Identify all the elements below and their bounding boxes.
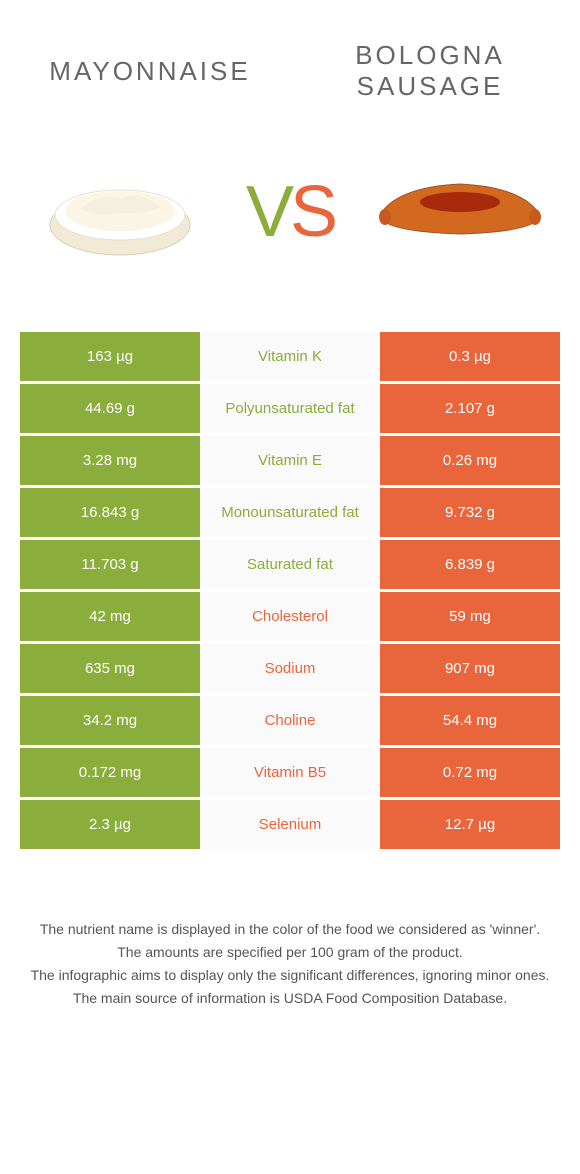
footer-line: The nutrient name is displayed in the co… <box>30 919 550 940</box>
table-row: 34.2 mgCholine54.4 mg <box>20 696 560 745</box>
value-right: 2.107 g <box>380 384 560 433</box>
value-right: 12.7 µg <box>380 800 560 849</box>
sausage-image <box>370 152 550 272</box>
table-row: 3.28 mgVitamin E0.26 mg <box>20 436 560 485</box>
nutrient-label: Saturated fat <box>200 540 380 589</box>
title-left: Mayonnaise <box>30 56 270 87</box>
mayonnaise-image <box>30 152 210 272</box>
images-row: VS <box>0 122 580 332</box>
nutrient-label: Vitamin E <box>200 436 380 485</box>
comparison-table: 163 µgVitamin K0.3 µg44.69 gPolyunsatura… <box>20 332 560 849</box>
table-row: 163 µgVitamin K0.3 µg <box>20 332 560 381</box>
value-right: 0.3 µg <box>380 332 560 381</box>
nutrient-label: Selenium <box>200 800 380 849</box>
vs-label: VS <box>246 171 334 253</box>
nutrient-label: Monounsaturated fat <box>200 488 380 537</box>
value-left: 44.69 g <box>20 384 200 433</box>
header: Mayonnaise Bologna sausage <box>0 0 580 122</box>
footer-line: The amounts are specified per 100 gram o… <box>30 942 550 963</box>
footer-line: The infographic aims to display only the… <box>30 965 550 986</box>
title-right: Bologna sausage <box>310 40 550 102</box>
value-right: 0.26 mg <box>380 436 560 485</box>
vs-v: V <box>246 172 290 252</box>
nutrient-label: Vitamin K <box>200 332 380 381</box>
value-right: 59 mg <box>380 592 560 641</box>
value-right: 907 mg <box>380 644 560 693</box>
nutrient-label: Choline <box>200 696 380 745</box>
nutrient-label: Vitamin B5 <box>200 748 380 797</box>
footer-notes: The nutrient name is displayed in the co… <box>30 919 550 1009</box>
nutrient-label: Cholesterol <box>200 592 380 641</box>
value-left: 2.3 µg <box>20 800 200 849</box>
table-row: 44.69 gPolyunsaturated fat2.107 g <box>20 384 560 433</box>
table-row: 16.843 gMonounsaturated fat9.732 g <box>20 488 560 537</box>
value-left: 163 µg <box>20 332 200 381</box>
footer-line: The main source of information is USDA F… <box>30 988 550 1009</box>
value-left: 16.843 g <box>20 488 200 537</box>
value-left: 34.2 mg <box>20 696 200 745</box>
value-right: 6.839 g <box>380 540 560 589</box>
vs-s: S <box>290 172 334 252</box>
value-right: 9.732 g <box>380 488 560 537</box>
value-left: 0.172 mg <box>20 748 200 797</box>
value-right: 0.72 mg <box>380 748 560 797</box>
nutrient-label: Polyunsaturated fat <box>200 384 380 433</box>
table-row: 42 mgCholesterol59 mg <box>20 592 560 641</box>
table-row: 2.3 µgSelenium12.7 µg <box>20 800 560 849</box>
value-left: 42 mg <box>20 592 200 641</box>
value-right: 54.4 mg <box>380 696 560 745</box>
value-left: 3.28 mg <box>20 436 200 485</box>
nutrient-label: Sodium <box>200 644 380 693</box>
table-row: 0.172 mgVitamin B50.72 mg <box>20 748 560 797</box>
table-row: 635 mgSodium907 mg <box>20 644 560 693</box>
value-left: 11.703 g <box>20 540 200 589</box>
table-row: 11.703 gSaturated fat6.839 g <box>20 540 560 589</box>
value-left: 635 mg <box>20 644 200 693</box>
